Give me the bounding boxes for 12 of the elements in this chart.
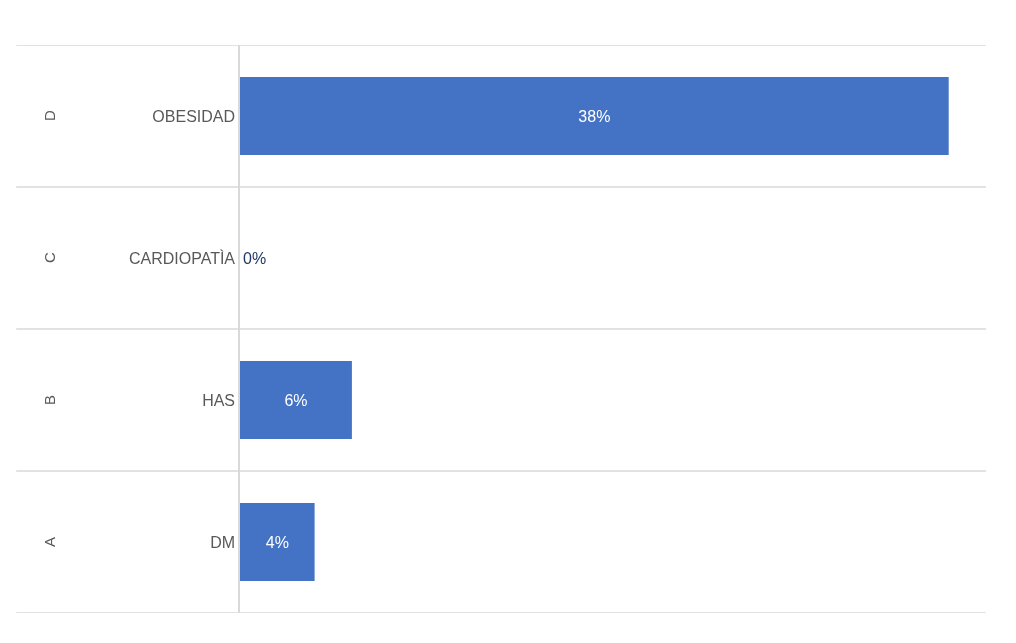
y-tick-label: CARDIOPATÌA	[128, 248, 236, 267]
data-label: 38%	[578, 107, 611, 125]
data-label: 0%	[243, 249, 267, 267]
y-tick-label: HAS	[202, 391, 236, 409]
text: B	[41, 395, 59, 406]
y-tick-label: OBESIDAD	[152, 107, 236, 125]
text: A	[41, 537, 59, 548]
data-label: 6%	[284, 391, 308, 409]
data-label: 4%	[265, 533, 289, 551]
text: D	[41, 110, 59, 122]
text: C	[41, 252, 59, 264]
y-tick-label: DM	[210, 533, 236, 551]
